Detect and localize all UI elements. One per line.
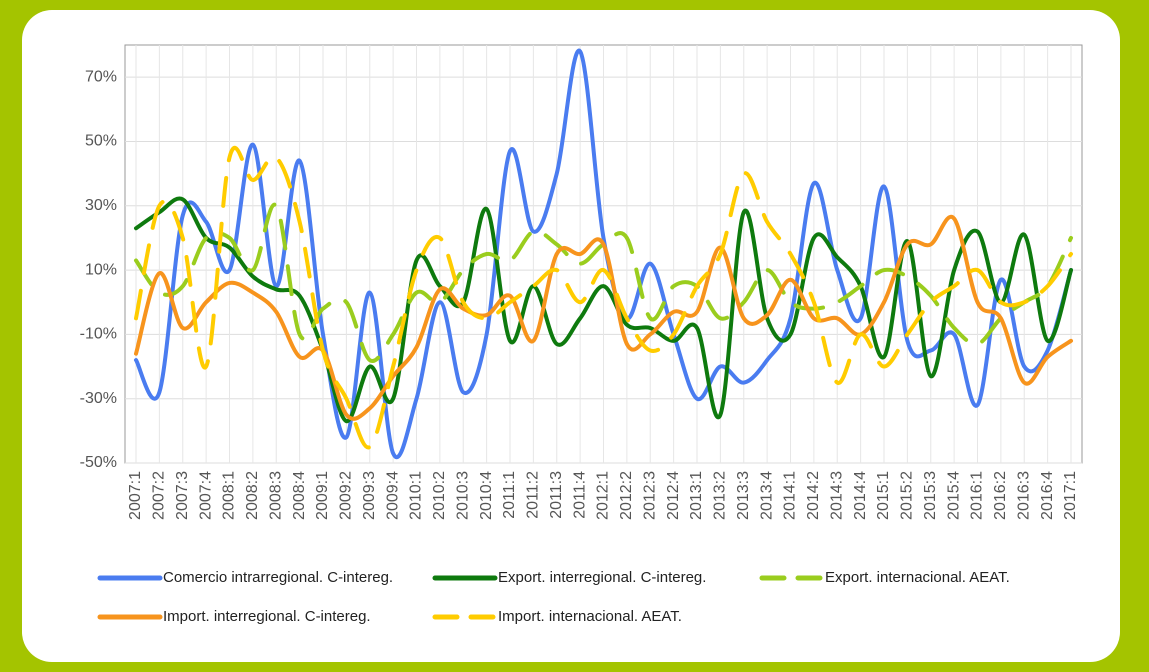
y-tick-label: -30%: [80, 390, 117, 407]
x-tick-label: 2015:2: [899, 471, 916, 520]
x-tick-label: 2015:1: [875, 471, 892, 520]
x-tick-label: 2008:4: [291, 471, 308, 520]
legend-label: Comercio intrarregional. C-intereg.: [163, 569, 393, 586]
x-tick-label: 2007:2: [151, 471, 168, 520]
x-tick-label: 2014:3: [828, 471, 845, 520]
y-tick-label: 10%: [85, 261, 117, 278]
y-tick-label: 30%: [85, 197, 117, 214]
x-tick-label: 2007:3: [174, 471, 191, 520]
x-tick-label: 2010:3: [454, 471, 471, 520]
x-tick-label: 2009:1: [314, 471, 331, 520]
x-tick-label: 2013:3: [735, 471, 752, 520]
x-tick-label: 2009:3: [361, 471, 378, 520]
x-tick-label: 2013:4: [758, 471, 775, 520]
x-tick-label: 2012:3: [641, 471, 658, 520]
legend-label: Export. internacional. AEAT.: [825, 569, 1010, 586]
x-tick-label: 2014:2: [805, 471, 822, 520]
x-tick-label: 2014:1: [782, 471, 799, 520]
x-tick-label: 2017:1: [1062, 471, 1079, 520]
y-tick-label: 50%: [85, 133, 117, 150]
x-tick-label: 2012:4: [665, 471, 682, 520]
x-tick-label: 2014:4: [852, 471, 869, 520]
series-line: [134, 214, 1073, 421]
x-tick-label: 2011:1: [501, 471, 518, 519]
legend-label: Import. internacional. AEAT.: [498, 608, 682, 625]
x-tick-label: 2007:4: [197, 471, 214, 520]
x-tick-label: 2016:1: [969, 471, 986, 520]
x-tick-label: 2016:4: [1039, 471, 1056, 520]
x-tick-label: 2013:1: [688, 471, 705, 520]
y-tick-label: -10%: [80, 326, 117, 343]
x-tick-label: 2008:1: [221, 471, 238, 520]
y-tick-label: -50%: [80, 454, 117, 471]
x-tick-label: 2011:3: [548, 471, 565, 519]
x-tick-label: 2010:1: [408, 471, 425, 520]
x-tick-label: 2008:2: [244, 471, 261, 520]
series-line: [134, 202, 1073, 364]
x-tick-label: 2015:3: [922, 471, 939, 520]
x-tick-label: 2016:3: [1015, 471, 1032, 520]
x-tick-label: 2015:4: [945, 471, 962, 520]
legend-label: Export. interregional. C-intereg.: [498, 569, 706, 586]
x-tick-label: 2010:2: [431, 471, 448, 520]
x-tick-label: 2011:2: [525, 471, 542, 519]
x-tick-label: 2013:2: [712, 471, 729, 520]
x-tick-label: 2010:4: [478, 471, 495, 520]
x-tick-label: 2012:2: [618, 471, 635, 520]
x-tick-label: 2011:4: [571, 471, 588, 519]
x-tick-label: 2009:2: [338, 471, 355, 520]
x-tick-label: 2009:4: [384, 471, 401, 520]
y-tick-label: 70%: [85, 68, 117, 85]
x-tick-label: 2012:1: [595, 471, 612, 520]
x-tick-label: 2008:3: [267, 471, 284, 520]
series-line: [134, 145, 1073, 450]
series-line: [134, 196, 1073, 424]
legend-label: Import. interregional. C-intereg.: [163, 608, 371, 625]
x-tick-label: 2016:2: [992, 471, 1009, 520]
x-tick-label: 2007:1: [127, 471, 144, 520]
